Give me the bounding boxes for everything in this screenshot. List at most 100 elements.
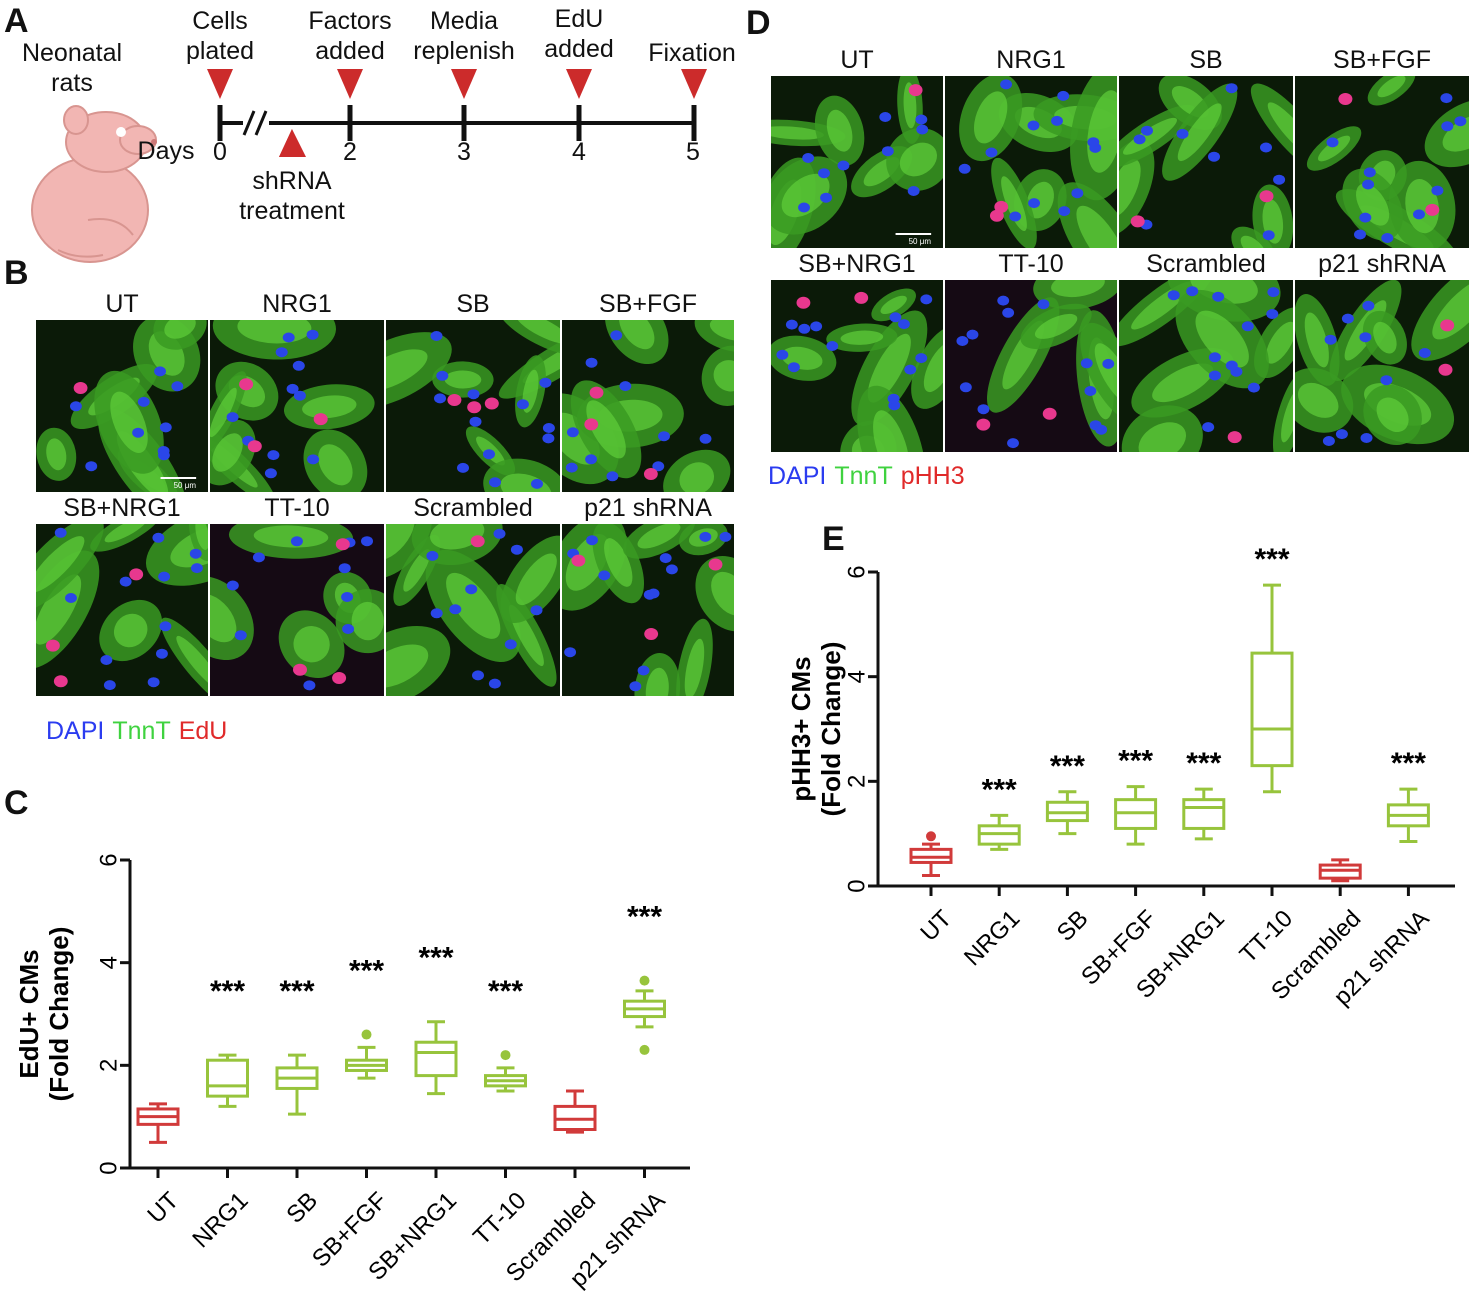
y-tick-label: 2 <box>95 1059 122 1072</box>
event-fixation: Fixation <box>648 39 736 67</box>
day-3: 3 <box>457 138 471 166</box>
day-4: 4 <box>572 138 586 166</box>
significance-marker: *** <box>279 975 314 1008</box>
significance-marker: *** <box>1186 747 1221 780</box>
legend-edu-stain: EdU <box>178 717 228 745</box>
rat-pup-icon <box>31 105 157 263</box>
x-tick-label: SB <box>1052 905 1094 947</box>
micrograph-cell: Scrambled <box>1119 248 1293 452</box>
micrograph-label: TT-10 <box>264 494 330 522</box>
micrograph-cell: SB <box>1119 44 1293 248</box>
significance-marker: *** <box>982 773 1017 806</box>
micrograph-image <box>771 280 943 452</box>
micrograph-cell: UT 50 μm <box>36 288 208 492</box>
panel-letter-c: C <box>4 784 29 822</box>
micrograph-cell: UT 50 μm <box>771 44 943 248</box>
significance-marker: *** <box>418 942 453 975</box>
micrograph-image <box>1119 76 1293 248</box>
days-label: Days <box>137 137 195 165</box>
timeline-axis <box>207 69 707 157</box>
y-tick-label: 0 <box>95 1161 122 1174</box>
event-media-replenish: Media replenish <box>413 7 515 65</box>
legend-dapi: DAPI <box>768 462 827 490</box>
micrograph-cell: SB+NRG1 <box>36 492 208 696</box>
y-tick-label: 2 <box>843 775 870 788</box>
significance-marker: *** <box>1118 745 1153 778</box>
micrograph-label: NRG1 <box>996 46 1066 74</box>
micrograph-image <box>386 320 560 492</box>
micrograph-cell: TT-10 <box>945 248 1117 452</box>
legend-tnnt: TnnT <box>834 462 893 490</box>
micrograph-image <box>945 280 1117 452</box>
micrograph-image <box>36 524 208 696</box>
legend-edu: DAPI TnnT EdU <box>46 717 235 746</box>
y-axis-label: pHH3+ CMs <box>786 656 816 801</box>
significance-marker: *** <box>1254 543 1289 576</box>
micrograph-label: p21 shRNA <box>584 494 712 522</box>
micrograph-label: p21 shRNA <box>1318 250 1446 278</box>
y-axis-label: (Fold Change) <box>816 642 846 817</box>
event-shrna-treatment: shRNA treatment <box>239 167 345 225</box>
micrograph-grid-edu: UT 50 μm NRG1 SB SB+FGF SB+NRG1 TT-10 Scrambled… <box>36 288 734 696</box>
panel-letter-e: E <box>822 520 845 558</box>
scale-bar-label: 50 μm <box>908 237 931 246</box>
panel-letter-d: D <box>746 4 771 42</box>
micrograph-image <box>562 320 734 492</box>
micrograph-image: 50 μm <box>36 320 208 492</box>
micrograph-label: SB+FGF <box>1333 46 1431 74</box>
micrograph-image <box>386 524 560 696</box>
micrograph-cell: p21 shRNA <box>1295 248 1469 452</box>
x-tick-label: NRG1 <box>959 905 1025 971</box>
y-tick-label: 6 <box>843 565 870 578</box>
micrograph-cell: SB+NRG1 <box>771 248 943 452</box>
y-tick-label: 6 <box>95 853 122 866</box>
y-tick-label: 4 <box>843 670 870 683</box>
micrograph-label: UT <box>840 46 874 74</box>
box-iqr <box>414 1040 458 1078</box>
box-outlier <box>500 1050 511 1061</box>
legend-tnnt: TnnT <box>112 717 171 745</box>
x-tick-label: SB <box>281 1187 323 1229</box>
box-outlier <box>639 975 650 986</box>
micrograph-cell: NRG1 <box>210 288 384 492</box>
significance-marker: *** <box>349 955 384 988</box>
micrograph-label: SB+NRG1 <box>63 494 181 522</box>
box-iqr <box>1182 798 1226 830</box>
legend-phh3-stain: pHH3 <box>900 462 965 490</box>
event-cells-plated: Cells plated <box>185 7 255 65</box>
box-iqr <box>206 1058 249 1098</box>
micrograph-image <box>1295 76 1469 248</box>
legend-phh3: DAPI TnnT pHH3 <box>768 462 973 491</box>
x-tick-label: UT <box>142 1187 184 1229</box>
micrograph-cell: TT-10 <box>210 492 384 696</box>
micrograph-image <box>945 76 1117 248</box>
box-outlier <box>926 831 936 842</box>
micrograph-label: SB <box>1189 46 1223 74</box>
micrograph-label: UT <box>105 290 139 318</box>
event-factors-added: Factors added <box>308 7 392 65</box>
y-tick-label: 0 <box>843 879 870 892</box>
significance-marker: *** <box>1391 747 1426 780</box>
significance-marker: *** <box>1050 750 1085 783</box>
micrograph-label: SB+FGF <box>599 290 697 318</box>
panel-letter-b: B <box>4 254 29 292</box>
micrograph-cell: NRG1 <box>945 44 1117 248</box>
box-outlier <box>639 1044 650 1055</box>
micrograph-label: SB <box>456 290 490 318</box>
scale-bar-label: 50 μm <box>173 481 196 490</box>
micrograph-cell: Scrambled <box>386 492 560 696</box>
micrograph-label: Scrambled <box>1146 250 1266 278</box>
micrograph-image <box>1295 280 1469 452</box>
legend-dapi: DAPI <box>46 717 105 745</box>
x-tick-label: TT-10 <box>1235 905 1298 968</box>
micrograph-image <box>210 320 384 492</box>
day-0: 0 <box>213 138 227 166</box>
y-tick-label: 4 <box>95 956 122 969</box>
x-tick-label: UT <box>915 905 957 947</box>
micrograph-cell: SB+FGF <box>562 288 734 492</box>
micrograph-image <box>210 524 384 696</box>
micrograph-label: TT-10 <box>998 250 1064 278</box>
box-iqr <box>1250 651 1294 768</box>
